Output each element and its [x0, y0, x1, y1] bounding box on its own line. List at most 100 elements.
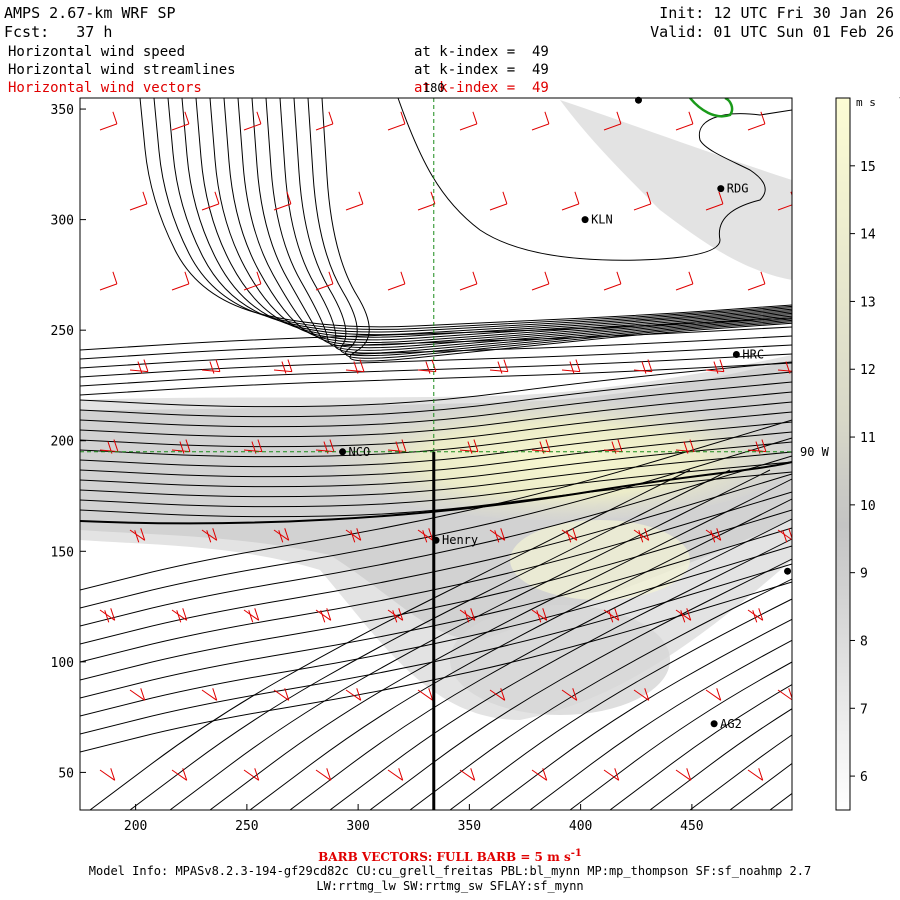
streamline — [169, 469, 771, 810]
wind-barb-flag — [112, 111, 118, 125]
station-label: AG2 — [720, 717, 742, 731]
x-tick-label: 350 — [458, 819, 481, 834]
wind-barb-flag — [179, 441, 185, 454]
wind-barb-flag — [616, 111, 622, 125]
streamline — [80, 527, 792, 699]
field-streamlines: Horizontal wind streamlines — [8, 62, 236, 78]
wind-barb-flag — [616, 271, 622, 285]
wind-barb-flag — [497, 361, 503, 374]
wind-barb-flag — [215, 359, 221, 372]
wind-barb — [417, 369, 436, 373]
wind-barb-flag — [430, 191, 436, 205]
colorbar-unit-exp: -1 — [898, 93, 900, 102]
wind-barb — [531, 769, 548, 781]
y-tick-label: 300 — [51, 214, 74, 229]
wind-barb — [387, 769, 404, 781]
wind-barb — [633, 369, 652, 373]
field-streamlines-level: at k-index = 49 — [414, 62, 549, 78]
wind-barb-flag — [689, 439, 695, 452]
wind-barb — [345, 529, 362, 541]
wind-barb-flag — [500, 688, 506, 701]
wind-barb-flag — [688, 271, 694, 285]
model-title: AMPS 2.67-km WRF SP — [4, 4, 176, 22]
streamline — [289, 518, 792, 810]
wind-barb-flag — [572, 688, 578, 701]
wind-barb-flag — [326, 608, 332, 621]
wind-barb-flag — [281, 361, 287, 374]
streamline — [449, 598, 792, 810]
wind-barb-flag — [392, 610, 398, 623]
wind-barb-flag — [428, 688, 434, 701]
wind-barb — [705, 689, 722, 701]
wind-barb — [387, 283, 406, 291]
wind-barb — [273, 529, 290, 541]
wind-barb-flag — [214, 191, 220, 205]
wind-barb-flag — [494, 530, 500, 543]
x-tick-label: 400 — [569, 819, 592, 834]
wind-barb-flag — [400, 111, 406, 125]
colorbar-tick-label: 14 — [860, 228, 876, 243]
wind-barb-flag — [710, 530, 716, 543]
streamline — [609, 684, 792, 810]
colorbar-tick-label: 11 — [860, 431, 876, 446]
wind-barb-flag — [608, 610, 614, 623]
streamline — [80, 335, 792, 369]
station-label: Henry — [442, 533, 478, 547]
wind-barb-flag — [716, 688, 722, 701]
wind-barb — [171, 123, 190, 131]
wind-barb — [243, 769, 260, 781]
wind-barb — [129, 529, 146, 541]
wind-barb-flag — [328, 271, 334, 285]
wind-barb-flag — [209, 361, 215, 374]
streamline — [167, 98, 792, 333]
streamline — [80, 441, 792, 488]
station-label: RDG — [727, 182, 749, 196]
wind-barb — [705, 529, 722, 541]
station-marker — [339, 448, 347, 456]
field-wind-speed: Horizontal wind speed — [8, 44, 186, 60]
wind-barb-flag — [467, 441, 473, 454]
streamline — [279, 98, 792, 354]
wind-barb-flag — [574, 191, 580, 205]
wind-barb — [315, 609, 332, 621]
streamline — [80, 401, 792, 448]
model-info-physics: LW:rrtmg_lw SW:rrtmg_sw SFLAY:sf_mynn — [316, 879, 584, 893]
wind-barb-flag — [614, 608, 620, 621]
wind-barb-flag — [544, 271, 550, 285]
station-marker — [732, 350, 740, 358]
wind-barb-flag — [401, 439, 407, 452]
wind-barb — [675, 609, 692, 621]
wind-barb — [531, 123, 550, 131]
wind-barb-flag — [359, 359, 365, 372]
streamline — [80, 381, 792, 428]
parallel-label: 90 W — [800, 445, 830, 459]
wind-barb-flag — [472, 271, 478, 285]
wind-barb — [603, 609, 620, 621]
wind-barb — [531, 609, 548, 621]
wind-barb-flag — [425, 361, 431, 374]
wind-barb — [459, 123, 478, 131]
wind-barb — [675, 283, 694, 291]
wind-barb — [603, 769, 620, 781]
land-feature — [689, 98, 734, 118]
wind-barb-flag — [688, 111, 694, 125]
wind-barb — [201, 203, 220, 211]
wind-barb-flag — [284, 688, 290, 701]
coastline — [397, 98, 792, 261]
wind-barb — [603, 123, 622, 131]
wind-barb-flag — [140, 528, 146, 541]
wind-barb-flag — [686, 608, 692, 621]
wind-barb-flag — [248, 610, 254, 623]
init-time: Init: 12 UTC Fri 30 Jan 26 — [659, 4, 894, 22]
wind-barb-flag — [176, 610, 182, 623]
wind-barb-flag — [113, 439, 119, 452]
wind-barb-flag — [353, 361, 359, 374]
streamline — [153, 98, 792, 330]
wind-barb-flag — [278, 530, 284, 543]
wind-barb — [777, 689, 792, 701]
wind-barb-flag — [572, 528, 578, 541]
wind-barb — [747, 769, 764, 781]
wind-barb — [561, 529, 578, 541]
wind-barb-flag — [544, 111, 550, 125]
wind-barb — [387, 609, 404, 621]
